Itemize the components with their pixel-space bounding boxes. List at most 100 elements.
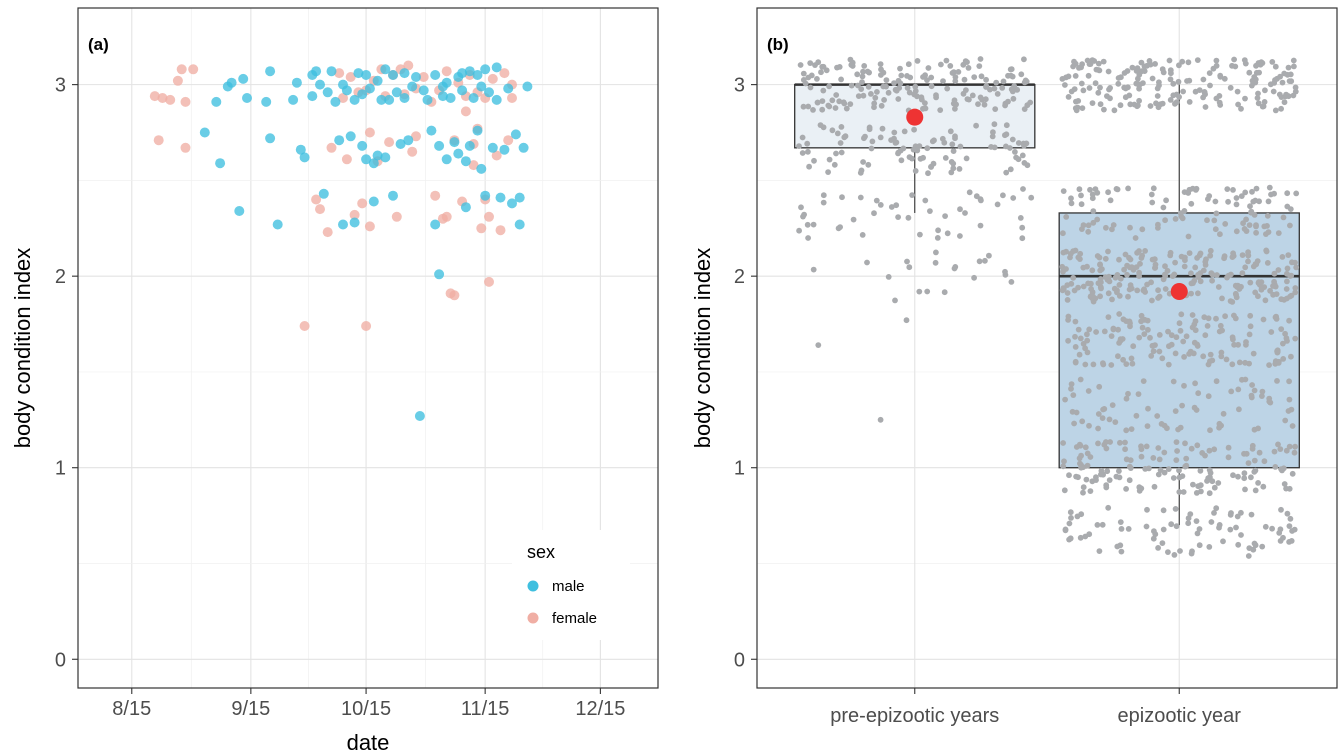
jitter-point xyxy=(1097,101,1104,108)
jitter-point xyxy=(1207,351,1214,358)
jitter-point xyxy=(1250,350,1257,357)
jitter-point xyxy=(947,128,954,135)
jitter-point xyxy=(1138,59,1145,66)
jitter-point xyxy=(1274,378,1280,384)
jitter-point xyxy=(1183,333,1190,340)
point-male xyxy=(380,64,391,75)
jitter-point xyxy=(1194,442,1201,449)
jitter-point xyxy=(1105,189,1111,196)
y-tick-label: 0 xyxy=(734,649,745,671)
jitter-point xyxy=(1211,217,1218,224)
jitter-point xyxy=(825,169,831,176)
jitter-point xyxy=(1165,361,1172,368)
jitter-point xyxy=(1149,342,1156,349)
jitter-point xyxy=(1077,256,1083,262)
jitter-point xyxy=(1259,103,1266,110)
point-female xyxy=(322,227,333,238)
jitter-point xyxy=(857,194,864,201)
point-male xyxy=(361,154,372,165)
jitter-point xyxy=(1204,478,1210,484)
jitter-point xyxy=(1068,381,1075,387)
jitter-point xyxy=(1194,57,1201,63)
jitter-point xyxy=(805,235,811,241)
jitter-point xyxy=(1162,286,1169,292)
jitter-point xyxy=(860,92,867,99)
jitter-point xyxy=(1200,353,1207,360)
point-male xyxy=(522,81,533,92)
jitter-point xyxy=(1190,481,1196,488)
jitter-point xyxy=(1003,143,1009,150)
jitter-point xyxy=(1087,488,1094,494)
jitter-point xyxy=(1259,393,1265,399)
jitter-point xyxy=(1287,293,1293,300)
jitter-point xyxy=(1239,270,1246,277)
jitter-point xyxy=(838,149,845,156)
jitter-point xyxy=(1080,222,1087,229)
jitter-point xyxy=(906,264,913,271)
jitter-point xyxy=(826,83,832,90)
jitter-point xyxy=(1287,515,1294,522)
jitter-point xyxy=(918,96,925,103)
jitter-point xyxy=(1155,221,1161,228)
jitter-point xyxy=(1106,273,1112,280)
jitter-point xyxy=(1230,472,1236,479)
jitter-point xyxy=(1077,534,1084,541)
jitter-point xyxy=(1258,286,1265,293)
jitter-point xyxy=(1112,419,1119,425)
jitter-point xyxy=(916,288,923,295)
jitter-point xyxy=(1068,515,1074,521)
jitter-point xyxy=(1118,548,1125,555)
jitter-point xyxy=(1192,380,1198,387)
jitter-point xyxy=(1129,360,1136,367)
jitter-point xyxy=(1145,405,1151,412)
jitter-point xyxy=(1202,104,1209,110)
jitter-point xyxy=(1196,526,1203,532)
jitter-point xyxy=(1078,452,1084,459)
jitter-point xyxy=(1293,190,1300,197)
jitter-point xyxy=(977,56,984,62)
jitter-point xyxy=(1219,327,1225,334)
jitter-point xyxy=(1096,67,1103,74)
jitter-point xyxy=(1134,287,1141,294)
jitter-point xyxy=(1284,510,1291,517)
jitter-point xyxy=(893,139,900,146)
jitter-point xyxy=(917,155,924,162)
jitter-point xyxy=(1227,511,1234,518)
jitter-point xyxy=(906,89,913,96)
jitter-point xyxy=(1286,378,1292,385)
jitter-point xyxy=(1245,553,1252,559)
point-female xyxy=(507,93,517,103)
point-male xyxy=(407,81,418,92)
jitter-point xyxy=(1068,195,1074,202)
jitter-point xyxy=(1275,230,1282,237)
jitter-point xyxy=(1129,64,1136,71)
point-male xyxy=(514,219,525,230)
jitter-point xyxy=(1106,278,1113,285)
jitter-point xyxy=(1252,197,1259,204)
jitter-point xyxy=(1020,186,1026,192)
jitter-point xyxy=(1111,107,1118,114)
panel-a-legend: sex male female xyxy=(512,530,630,640)
point-female xyxy=(188,64,199,75)
jitter-point xyxy=(1060,230,1066,237)
jitter-point xyxy=(1207,470,1214,476)
jitter-point xyxy=(1115,75,1122,81)
jitter-point xyxy=(1136,85,1142,92)
point-male xyxy=(518,142,529,153)
jitter-point xyxy=(909,192,915,199)
point-male xyxy=(457,85,468,96)
jitter-point xyxy=(1127,256,1134,263)
jitter-point xyxy=(1232,315,1239,322)
jitter-point xyxy=(1084,331,1090,338)
jitter-point xyxy=(1249,188,1255,195)
jitter-point xyxy=(1248,392,1255,399)
jitter-point xyxy=(895,214,901,221)
jitter-point xyxy=(1283,91,1289,98)
point-male xyxy=(349,94,360,105)
jitter-point xyxy=(1176,320,1183,327)
jitter-point xyxy=(1005,72,1011,79)
jitter-point xyxy=(1087,186,1093,193)
jitter-point xyxy=(855,82,861,89)
jitter-point xyxy=(1280,356,1287,362)
jitter-point xyxy=(1135,75,1141,82)
